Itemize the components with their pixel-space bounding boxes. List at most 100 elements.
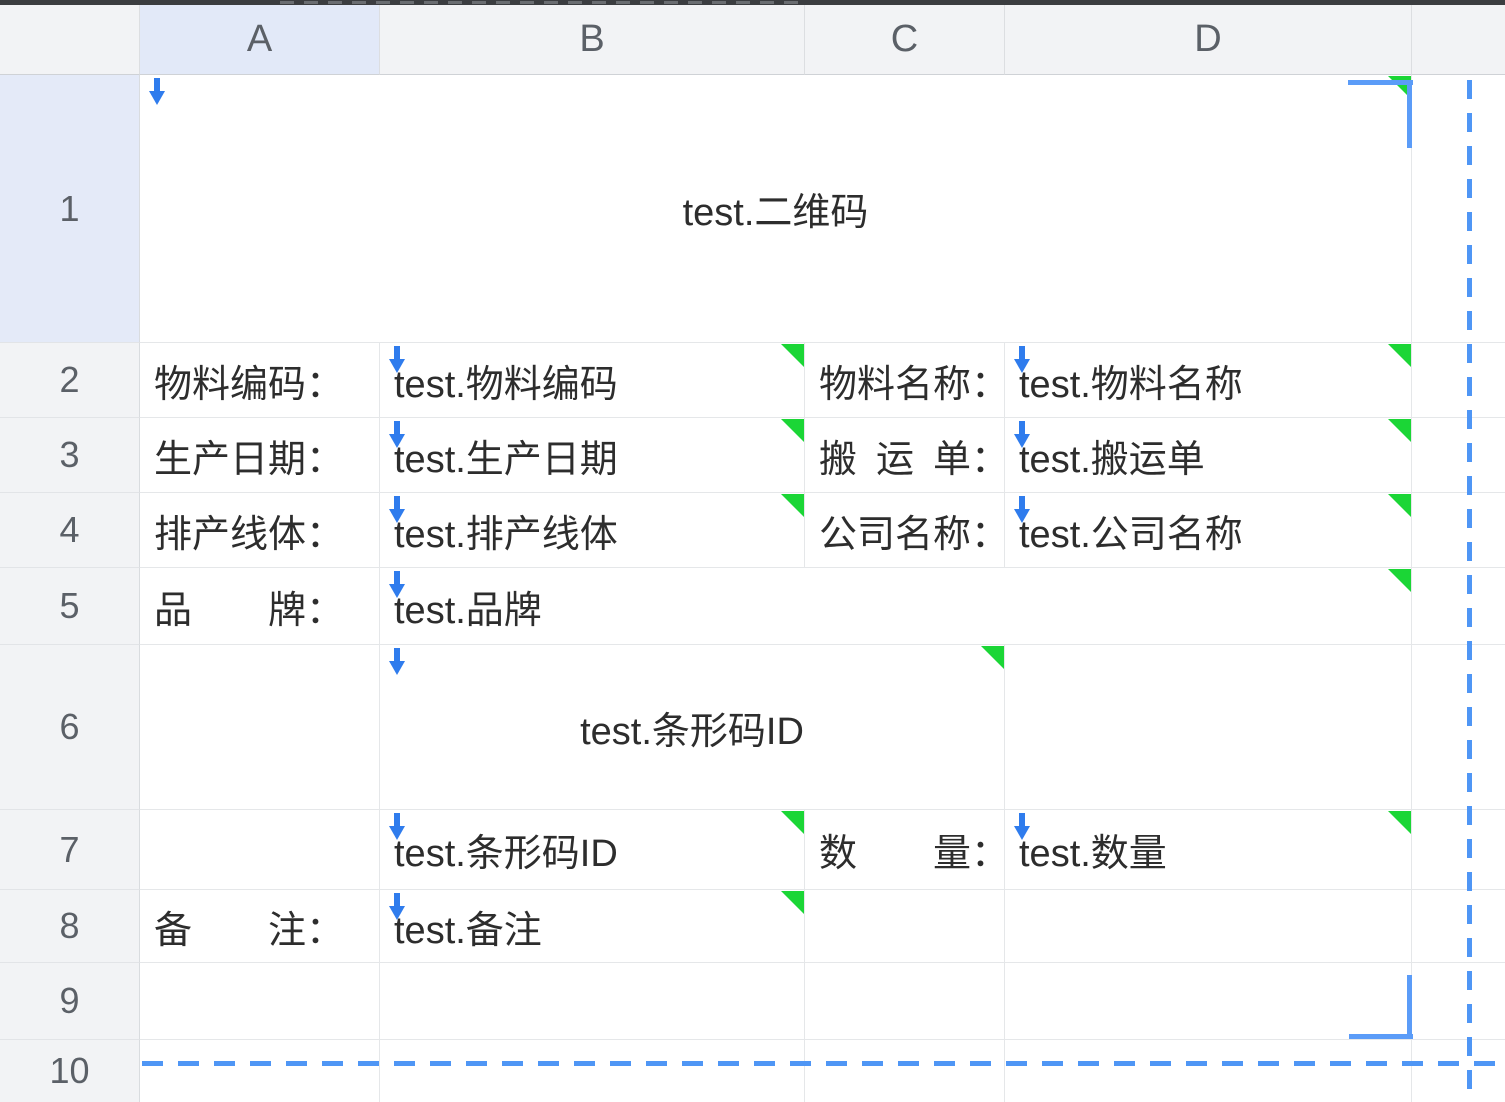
cell-b6-text: test.条形码ID [580, 710, 804, 753]
cell-d7-text: test.数量 [1019, 833, 1167, 875]
spill-arrow-icon [389, 496, 405, 523]
cell-b5-value[interactable]: test.品牌 [380, 568, 1412, 644]
cell-e3[interactable] [1412, 418, 1505, 492]
cell-a2-label[interactable]: 物料编码： [140, 343, 380, 417]
cell-a3-label[interactable]: 生产日期： [140, 418, 380, 492]
row-header-9[interactable]: 9 [0, 963, 140, 1040]
select-all-corner[interactable] [0, 5, 140, 75]
spill-arrow-icon [149, 78, 165, 105]
print-area-corner-bottom-right [1349, 1034, 1413, 1039]
cell-a6[interactable] [140, 645, 380, 809]
cell-d6[interactable] [1005, 645, 1412, 809]
cell-b4-value[interactable]: test.排产线体 [380, 493, 805, 567]
spill-arrow-icon [389, 421, 405, 448]
column-header-c[interactable]: C [805, 5, 1005, 75]
cell-e6[interactable] [1412, 645, 1505, 809]
cell-c8[interactable] [805, 890, 1005, 962]
column-header-row: A B C D [0, 5, 1505, 75]
cell-a7[interactable] [140, 810, 380, 889]
column-header-e[interactable] [1412, 5, 1505, 75]
cell-c7-label[interactable]: 数 量： [805, 810, 1005, 889]
row-header-5[interactable]: 5 [0, 568, 140, 645]
cell-e1[interactable] [1412, 75, 1505, 342]
cell-d2-value[interactable]: test.物料名称 [1005, 343, 1412, 417]
print-area-corner-bottom-right [1407, 975, 1412, 1039]
cell-a10[interactable] [140, 1040, 380, 1102]
spill-arrow-icon [1014, 496, 1030, 523]
cell-a5-label[interactable]: 品 牌： [140, 568, 380, 644]
row-header-8[interactable]: 8 [0, 890, 140, 963]
cell-b8-value[interactable]: test.备注 [380, 890, 805, 962]
cell-d8[interactable] [1005, 890, 1412, 962]
cell-c9[interactable] [805, 963, 1005, 1039]
cell-c4-label[interactable]: 公司名称： [805, 493, 1005, 567]
cell-e5[interactable] [1412, 568, 1505, 644]
cell-b9[interactable] [380, 963, 805, 1039]
cell-c10[interactable] [805, 1040, 1005, 1102]
cell-c3-label[interactable]: 搬 运 单： [805, 418, 1005, 492]
column-header-d[interactable]: D [1005, 5, 1412, 75]
cell-d3-value[interactable]: test.搬运单 [1005, 418, 1412, 492]
cell-e7[interactable] [1412, 810, 1505, 889]
row-header-3[interactable]: 3 [0, 418, 140, 493]
cell-a1-text: test.二维码 [682, 192, 869, 234]
comment-indicator-icon [781, 891, 804, 914]
spill-arrow-icon [389, 346, 405, 373]
comment-indicator-icon [981, 646, 1004, 669]
cell-e4[interactable] [1412, 493, 1505, 567]
cell-e2[interactable] [1412, 343, 1505, 417]
row-header-10[interactable]: 10 [0, 1040, 140, 1102]
cell-a9[interactable] [140, 963, 380, 1039]
column-header-b[interactable]: B [380, 5, 805, 75]
row-header-6[interactable]: 6 [0, 645, 140, 810]
comment-indicator-icon [781, 494, 804, 517]
page-break-line-vertical[interactable] [1467, 80, 1472, 1102]
cell-c4-text: 公司名称： [819, 513, 1005, 556]
row-header-7[interactable]: 7 [0, 810, 140, 890]
cell-b6-barcode-field[interactable]: test.条形码ID [380, 645, 1005, 809]
cell-a2-text: 物料编码： [154, 363, 345, 406]
cell-d7-value[interactable]: test.数量 [1005, 810, 1412, 889]
cell-b7-value[interactable]: test.条形码ID [380, 810, 805, 889]
column-header-a[interactable]: A [140, 5, 380, 75]
row-header-2[interactable]: 2 [0, 343, 140, 418]
cell-d4-value[interactable]: test.公司名称 [1005, 493, 1412, 567]
cell-d9[interactable] [1005, 963, 1412, 1039]
cell-b2-value[interactable]: test.物料编码 [380, 343, 805, 417]
comment-indicator-icon [1388, 811, 1411, 834]
cell-a4-label[interactable]: 排产线体： [140, 493, 380, 567]
cell-e9[interactable] [1412, 963, 1505, 1039]
spill-arrow-icon [1014, 421, 1030, 448]
cell-b4-text: test.排产线体 [394, 513, 618, 556]
top-divider-bar [0, 0, 1505, 5]
cell-d4-text: test.公司名称 [1019, 513, 1243, 556]
comment-indicator-icon [781, 811, 804, 834]
grid-row-8: 备 注： test.备注 [140, 890, 1505, 963]
print-area-corner-top-right [1407, 80, 1412, 148]
spill-arrow-icon [389, 571, 405, 598]
cell-d10[interactable] [1005, 1040, 1412, 1102]
page-break-line-horizontal[interactable] [142, 1061, 1505, 1066]
grid-row-7: test.条形码ID 数 量： test.数量 [140, 810, 1505, 890]
comment-indicator-icon [1388, 569, 1411, 592]
cell-b5-text: test.品牌 [394, 589, 542, 632]
cell-b8-text: test.备注 [394, 909, 542, 952]
comment-indicator-icon [1388, 494, 1411, 517]
spill-arrow-icon [1014, 346, 1030, 373]
cell-a4-text: 排产线体： [154, 513, 345, 556]
cell-b10[interactable] [380, 1040, 805, 1102]
spill-arrow-icon [389, 813, 405, 840]
grid-row-3: 生产日期： test.生产日期 搬 运 单： test.搬运单 [140, 418, 1505, 493]
cell-a1-qrcode-field[interactable]: test.二维码 [140, 75, 1412, 342]
cell-a8-label[interactable]: 备 注： [140, 890, 380, 962]
comment-indicator-icon [781, 344, 804, 367]
row-header-1[interactable]: 1 [0, 75, 140, 343]
comment-indicator-icon [781, 419, 804, 442]
print-area-corner-top-right [1348, 80, 1413, 85]
row-header-4[interactable]: 4 [0, 493, 140, 568]
cell-c2-label[interactable]: 物料名称： [805, 343, 1005, 417]
cell-b3-value[interactable]: test.生产日期 [380, 418, 805, 492]
cell-e10[interactable] [1412, 1040, 1505, 1102]
cell-e8[interactable] [1412, 890, 1505, 962]
